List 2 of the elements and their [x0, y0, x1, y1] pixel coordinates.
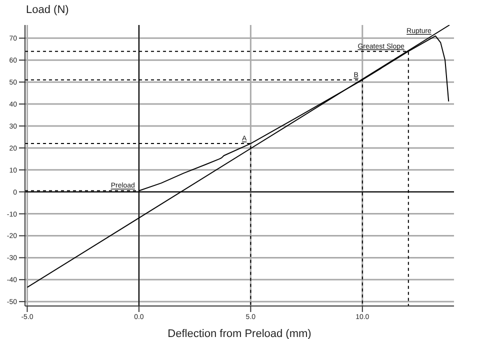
y-axis-title: Load (N)	[26, 4, 69, 16]
x-axis-title: Deflection from Preload (mm)	[168, 328, 312, 339]
